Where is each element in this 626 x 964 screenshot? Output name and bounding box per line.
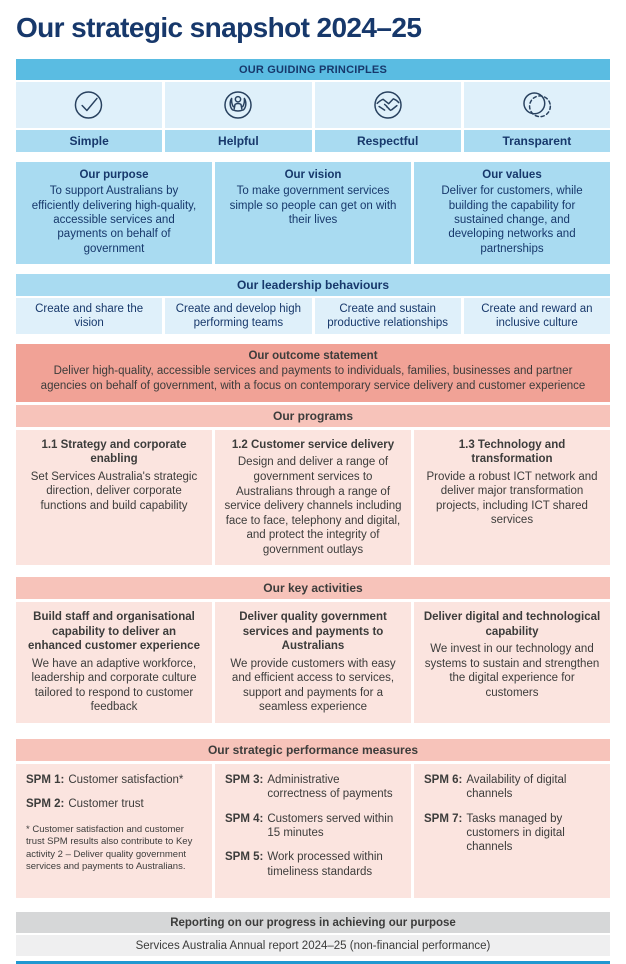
program-1-2: 1.2 Customer service delivery Design and… [215,429,411,566]
spm-5: SPM 5: Work processed within timeliness … [225,850,401,879]
values-body: Deliver for customers, while building th… [441,185,583,255]
vision-heading: Our vision [284,169,342,182]
spm-1-text: Customer satisfaction* [68,773,184,786]
values-heading: Our values [482,169,542,182]
spm-7-label: SPM 7: [424,812,463,825]
spm-column-1: SPM 1: Customer satisfaction* SPM 2: Cus… [16,763,212,899]
spm-2-text: Customer trust [68,798,144,811]
key-activity-2-heading: Deliver quality government services and … [239,611,387,653]
strategic-snapshot-page: Our strategic snapshot 2024–25 OUR GUIDI… [16,12,610,964]
program-1-3-body: Provide a robust ICT network and deliver… [426,470,598,527]
spm-row: SPM 1: Customer satisfaction* SPM 2: Cus… [16,763,610,899]
spm-column-3: SPM 6: Availability of digital channels … [414,763,610,899]
program-1-1-body: Set Services Australia's strategic direc… [30,470,198,512]
leadership-item: Create and share the vision [16,298,163,335]
key-activity-3-heading: Deliver digital and technological capabi… [423,611,601,638]
principle-cell-helpful [165,82,312,129]
program-1-3-heading: 1.3 Technology and transformation [458,438,566,466]
guiding-principles-header: OUR GUIDING PRINCIPLES [16,59,610,81]
leadership-header: Our leadership behaviours [16,274,610,297]
guiding-principles-label-row: Simple Helpful Respectful Transparent [16,130,610,153]
program-1-1-heading: 1.1 Strategy and corporate enabling [41,438,187,466]
program-1-2-heading: 1.2 Customer service delivery [231,438,395,451]
caring-hands-icon [224,91,253,119]
program-1-1: 1.1 Strategy and corporate enabling Set … [16,429,212,566]
spm-header: Our strategic performance measures [16,738,610,761]
purpose-heading: Our purpose [79,169,149,182]
principle-label-transparent: Transparent [463,130,610,153]
spm-5-label: SPM 5: [225,851,264,864]
spm-6: SPM 6: Availability of digital channels [424,773,600,802]
purpose-body: To support Australians by efficiently de… [31,185,197,255]
spm-4-label: SPM 4: [225,812,264,825]
outcome-statement-box: Our outcome statement Deliver high-quali… [16,344,610,402]
spm-4-text: Customers served within 15 minutes [267,812,394,840]
spm-footnote: * Customer satisfaction and customer tru… [26,823,193,873]
purpose-box: Our purpose To support Australians by ef… [16,162,212,265]
principle-label-simple: Simple [16,130,163,153]
key-activities-header: Our key activities [16,577,610,600]
spm-4: SPM 4: Customers served within 15 minute… [225,812,401,841]
key-activity-1-body: We have an adaptive workforce, leadershi… [31,657,197,714]
leadership-row: Create and share the vision Create and d… [16,298,610,335]
key-activity-1: Build staff and organisational capabilit… [16,602,212,723]
spm-6-text: Availability of digital channels [466,773,567,801]
program-1-2-body: Design and deliver a range of government… [224,456,402,556]
statements-row: Our purpose To support Australians by ef… [16,162,610,265]
leadership-item: Create and sustain productive relationsh… [314,298,461,335]
guiding-principles-icon-row [16,82,610,129]
overlapping-circles-icon [523,92,551,118]
checkmark-circle-icon [74,91,103,119]
reporting-body: Services Australia Annual report 2024–25… [16,935,610,957]
principle-label-respectful: Respectful [314,130,461,153]
spm-7: SPM 7: Tasks managed by customers in dig… [424,812,600,855]
spm-2-label: SPM 2: [26,798,65,811]
spm-3-text: Administrative correctness of payments [267,773,393,801]
program-1-3: 1.3 Technology and transformation Provid… [414,429,610,566]
reporting-header: Reporting on our progress in achieving o… [16,912,610,934]
vision-body: To make government services simple so pe… [229,185,397,226]
outcome-body: Deliver high-quality, accessible service… [40,365,586,392]
key-activities-row: Build staff and organisational capabilit… [16,602,610,723]
key-activity-3: Deliver digital and technological capabi… [414,602,610,723]
programs-row: 1.1 Strategy and corporate enabling Set … [16,429,610,566]
key-activity-3-body: We invest in our technology and systems … [424,643,600,699]
vision-box: Our vision To make government services s… [215,162,411,265]
spm-column-2: SPM 3: Administrative correctness of pay… [215,763,411,899]
leadership-item: Create and develop high performing teams [165,298,312,335]
spm-2: SPM 2: Customer trust [26,797,202,811]
spm-6-label: SPM 6: [424,773,463,786]
spm-3-label: SPM 3: [225,773,264,786]
page-title: Our strategic snapshot 2024–25 [16,12,422,43]
spm-7-text: Tasks managed by customers in digital ch… [466,812,565,854]
programs-header: Our programs [16,404,610,427]
principle-label-helpful: Helpful [165,130,312,153]
values-box: Our values Deliver for customers, while … [414,162,610,265]
leadership-item: Create and reward an inclusive culture [463,298,610,335]
principle-cell-respectful [314,82,461,129]
key-activity-2: Deliver quality government services and … [215,602,411,723]
spm-1: SPM 1: Customer satisfaction* [26,773,202,787]
handshake-icon [373,91,402,119]
outcome-heading: Our outcome statement [248,350,378,363]
spm-1-label: SPM 1: [26,773,65,786]
spm-5-text: Work processed within timeliness standar… [267,851,383,878]
principle-cell-transparent [463,82,610,129]
spm-3: SPM 3: Administrative correctness of pay… [225,773,401,802]
key-activity-1-heading: Build staff and organisational capabilit… [28,611,200,653]
key-activity-2-body: We provide customers with easy and effic… [230,657,396,714]
principle-cell-simple [16,82,163,129]
